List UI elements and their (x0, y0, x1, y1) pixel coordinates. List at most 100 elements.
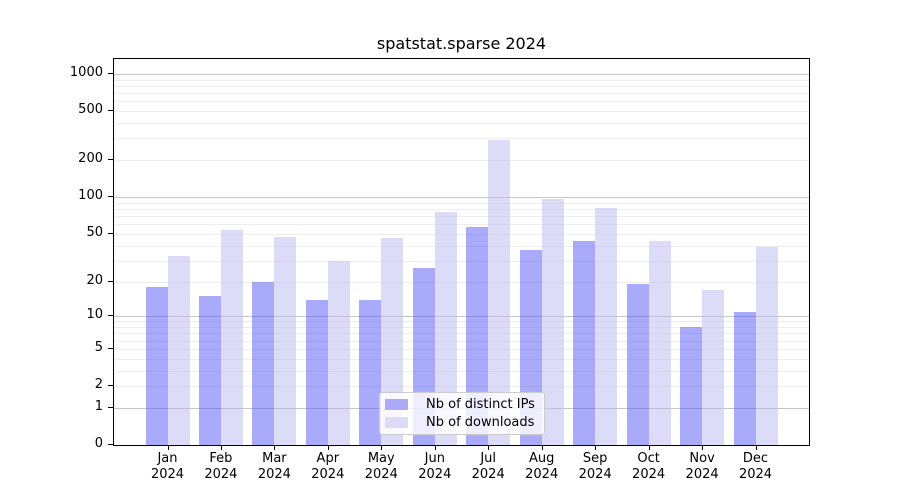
gridline-minor (114, 327, 809, 328)
bar-distinct-ips (252, 281, 275, 445)
y-tick (108, 315, 113, 317)
x-tick-label: Feb 2024 (204, 451, 238, 482)
x-tick-label: Sep 2024 (578, 451, 612, 482)
bar-downloads (434, 211, 457, 445)
gridline-minor (114, 93, 809, 94)
y-tick (108, 196, 113, 198)
x-tick (381, 445, 383, 450)
gridline-minor (114, 321, 809, 323)
y-tick-label: 200 (78, 151, 103, 167)
gridline-minor (114, 209, 809, 210)
legend-swatch-downloads (385, 417, 408, 428)
gridline-minor (114, 370, 809, 372)
x-tick-label: Jan 2024 (150, 451, 185, 482)
y-tick (108, 72, 113, 74)
bar-downloads (702, 289, 725, 445)
y-tick (108, 110, 113, 112)
y-tick-label: 500 (78, 102, 103, 118)
gridline-minor (114, 79, 809, 81)
bar-downloads (327, 260, 350, 445)
gridline-minor (114, 245, 809, 247)
chart-title: spatstat.sparse 2024 (376, 34, 547, 53)
gridline-major (114, 316, 809, 318)
y-tick-label: 50 (86, 224, 103, 240)
y-tick-label: 100 (78, 188, 103, 204)
gridline-minor (114, 333, 809, 335)
bar-distinct-ips (573, 240, 596, 445)
gridline-minor (114, 233, 809, 235)
x-tick-label: Jun 2024 (418, 451, 452, 482)
gridline-minor (114, 358, 809, 360)
legend-label-distinct-ips: Nb of distinct IPs (426, 397, 535, 412)
gridline-minor (114, 123, 809, 124)
y-tick-label: 20 (86, 272, 103, 288)
x-tick (755, 445, 757, 450)
bar-distinct-ips (466, 226, 489, 445)
x-tick (274, 445, 276, 450)
bar-downloads (167, 255, 190, 445)
legend-swatch-distinct-ips (385, 399, 408, 410)
bar-distinct-ips (626, 284, 649, 445)
plot-area (113, 58, 810, 446)
gridline-minor (114, 260, 809, 262)
x-tick (327, 445, 329, 450)
x-tick (541, 445, 543, 450)
x-tick (434, 445, 436, 450)
x-tick (220, 445, 222, 450)
bar-distinct-ips (198, 296, 221, 445)
y-tick-label: 0 (94, 436, 103, 451)
y-tick-label: 1000 (69, 64, 103, 80)
bar-downloads (274, 237, 297, 445)
y-tick (108, 385, 113, 386)
bar-downloads (488, 140, 511, 445)
x-tick-label: Aug 2024 (525, 451, 559, 482)
gridline-minor (114, 85, 809, 87)
y-tick-label: 2 (94, 377, 103, 392)
gridline-minor (114, 348, 809, 350)
gridline-minor (114, 101, 809, 103)
x-tick-label: Apr 2024 (311, 451, 345, 482)
bar-downloads (755, 246, 778, 445)
gridline-minor (114, 281, 809, 283)
gridline-minor (114, 202, 809, 204)
x-tick-label: Dec 2024 (738, 451, 773, 482)
y-tick (108, 159, 113, 161)
y-tick-label: 1 (94, 398, 103, 414)
bar-downloads (595, 207, 618, 445)
bar-downloads (648, 240, 671, 445)
x-tick-label: Mar 2024 (257, 451, 291, 482)
gridline-minor (114, 340, 809, 342)
gridline-minor (114, 224, 809, 226)
y-tick (108, 347, 113, 349)
bar-distinct-ips (305, 299, 328, 445)
x-tick (702, 445, 704, 450)
bar-distinct-ips (145, 286, 168, 445)
gridline-major (114, 73, 809, 75)
gridline-minor (114, 138, 809, 140)
y-tick (108, 280, 113, 282)
y-tick-label: 5 (94, 339, 103, 355)
x-tick (488, 445, 490, 450)
legend-label-downloads: Nb of downloads (426, 415, 535, 430)
legend-item-downloads: Nb of downloads (380, 415, 544, 430)
gridline-minor (114, 160, 809, 162)
y-tick-label: 10 (86, 307, 103, 323)
x-tick (595, 445, 597, 450)
bar-downloads (541, 198, 564, 445)
x-tick-label: Nov 2024 (685, 451, 719, 482)
x-tick-label: Oct 2024 (632, 451, 666, 482)
gridline-minor (114, 111, 809, 113)
y-tick (108, 406, 113, 408)
x-tick (648, 445, 650, 450)
y-tick (108, 232, 113, 234)
bar-distinct-ips (359, 299, 382, 445)
bar-distinct-ips (733, 311, 756, 445)
bar-downloads (220, 229, 243, 445)
legend: Nb of distinct IPs Nb of downloads (379, 392, 545, 435)
x-tick-label: Jul 2024 (471, 451, 505, 482)
x-tick-label: May 2024 (364, 451, 398, 482)
gridline-minor (114, 216, 809, 217)
y-tick (108, 444, 113, 445)
bar-distinct-ips (680, 327, 703, 445)
